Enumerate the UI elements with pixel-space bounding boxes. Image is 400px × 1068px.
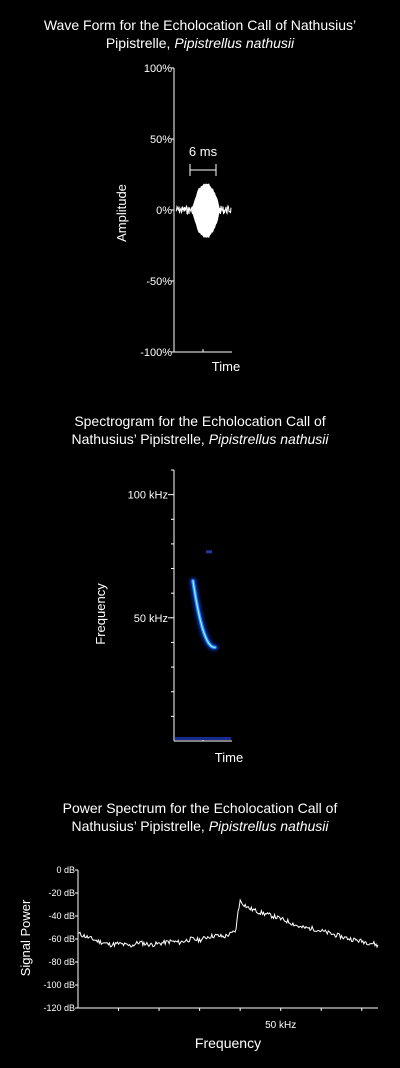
powerspectrum-y-tick-label: -20 dB	[48, 888, 75, 898]
spectrogram-call-trace	[189, 577, 219, 651]
spectrogram-title-line1: Spectrogram for the Echolocation Call of	[74, 413, 326, 429]
waveform-title-line2: Pipistrelle, Pipistrellus nathusii	[0, 34, 400, 52]
powerspectrum-title-line2: Nathusius’ Pipistrelle, Pipistrellus nat…	[0, 817, 400, 835]
powerspectrum-line	[77, 898, 379, 962]
powerspectrum-y-tick-label: -80 dB	[48, 957, 75, 967]
waveform-y-tick-label: 50%	[150, 134, 172, 146]
waveform-scale-label: 6 ms	[189, 144, 218, 159]
spectrogram-title-prefix: Nathusius’ Pipistrelle,	[71, 431, 209, 447]
waveform-title-prefix: Pipistrelle,	[105, 35, 175, 51]
waveform-y-tick-label: -100%	[140, 347, 172, 359]
powerspectrum-y-tick-label: -120 dB	[43, 1003, 75, 1013]
waveform-title: Wave Form for the Echolocation Call of N…	[0, 16, 400, 52]
waveform-title-line1: Wave Form for the Echolocation Call of N…	[43, 17, 357, 33]
powerspectrum-title-species: Pipistrellus nathusii	[208, 818, 329, 834]
waveform-y-tick-label: 0%	[156, 205, 172, 217]
waveform-call-envelope	[192, 183, 220, 239]
spectrogram-x-label: Time	[215, 750, 243, 765]
powerspectrum-y-label: Signal Power	[18, 899, 33, 976]
powerspectrum-title: Power Spectrum for the Echolocation Call…	[0, 799, 400, 835]
waveform-title-species: Pipistrellus nathusii	[174, 35, 295, 51]
powerspectrum-x-tick-label: 50 kHz	[265, 1020, 296, 1031]
powerspectrum-chart: 0 dB -20 dB -40 dB -60 dB -80 dB -100 dB -120 …	[18, 865, 379, 1051]
powerspectrum-y-tick-label: -60 dB	[48, 934, 75, 944]
spectrogram-y-tick-label: 50 kHz	[134, 613, 168, 625]
spectrogram-noise-floor	[175, 737, 231, 740]
powerspectrum-x-label: Frequency	[195, 1035, 261, 1051]
powerspectrum-y-tick-label: -100 dB	[43, 980, 75, 990]
powerspectrum-y-tick-label: -40 dB	[48, 911, 75, 921]
powerspectrum-title-line1: Power Spectrum for the Echolocation Call…	[62, 800, 338, 816]
spectrogram-y-tick-label: 100 kHz	[128, 490, 168, 502]
waveform-y-label: Amplitude	[114, 184, 129, 242]
spectrogram-title-species: Pipistrellus nathusii	[208, 431, 329, 447]
spectrogram-title-line2: Nathusius’ Pipistrelle, Pipistrellus nat…	[0, 430, 400, 448]
waveform-chart: 100% 50% 0% -50% -100% 6 ms Time Amplitude	[114, 63, 240, 374]
spectrogram-title: Spectrogram for the Echolocation Call of…	[0, 412, 400, 448]
spectrogram-y-label: Frequency	[93, 583, 108, 645]
waveform-x-label: Time	[212, 359, 240, 374]
waveform-y-tick-label: 100%	[144, 63, 172, 75]
waveform-scale-bar	[189, 164, 217, 176]
spectrogram-chart: 100 kHz 50 kHz Time Frequency	[93, 469, 243, 765]
powerspectrum-y-tick-label: 0 dB	[56, 865, 75, 875]
powerspectrum-title-prefix: Nathusius’ Pipistrelle,	[71, 818, 209, 834]
waveform-y-tick-label: -50%	[146, 276, 172, 288]
spectrogram-harmonic	[206, 550, 212, 554]
